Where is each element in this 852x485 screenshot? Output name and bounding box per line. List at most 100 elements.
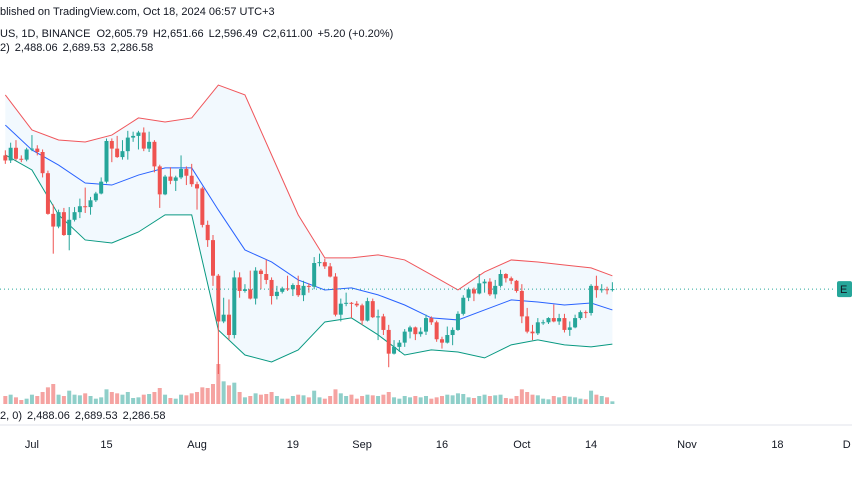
volume-bar: [471, 398, 476, 404]
vol-value: 2,488.06: [27, 410, 70, 422]
candle-body: [498, 274, 503, 286]
volume-bar: [152, 392, 157, 404]
candle-body: [301, 285, 306, 296]
volume-bar: [280, 398, 285, 404]
candle-body: [13, 147, 18, 159]
volume-bar: [525, 392, 530, 404]
candle-body: [333, 276, 338, 315]
volume-bar: [551, 396, 556, 404]
volume-bar: [131, 398, 136, 404]
change: +5.20 (+0.20%): [318, 28, 394, 40]
volume-bar: [147, 394, 152, 404]
x-tick-label: Sep: [352, 439, 372, 451]
candle-body: [530, 331, 535, 334]
candle-body: [514, 280, 519, 291]
band-line: [5, 154, 613, 363]
candle-body: [392, 346, 397, 354]
candle-body: [56, 212, 61, 227]
volume-bar: [125, 392, 130, 404]
volume-bar: [226, 385, 231, 404]
x-tick-label: Oct: [513, 439, 530, 451]
candle-body: [120, 151, 125, 158]
volume-bar: [365, 394, 370, 404]
candle-body: [274, 291, 279, 297]
candle-body: [200, 188, 205, 225]
volume-bar: [29, 394, 34, 404]
volume-bar: [221, 381, 226, 404]
candle-body: [370, 301, 375, 318]
candle-body: [19, 158, 24, 160]
volume-bar: [24, 398, 29, 404]
volume-bar: [141, 394, 146, 404]
band-fill: [5, 85, 613, 362]
volume-bar: [237, 392, 242, 404]
volume-bar: [503, 398, 508, 404]
candle-body: [567, 327, 572, 330]
candle-body: [264, 274, 269, 280]
volume-bar: [306, 397, 311, 404]
candle-body: [562, 318, 567, 330]
volume-bar: [402, 396, 407, 404]
candle-body: [248, 289, 253, 299]
volume-bar: [269, 392, 274, 404]
candle-body: [152, 141, 157, 167]
candle-body: [258, 270, 263, 275]
volume-bar: [248, 396, 253, 404]
volume-bar: [562, 396, 567, 404]
volume-bar: [56, 394, 61, 404]
candle-body: [578, 312, 583, 319]
candle-body: [541, 322, 546, 324]
candle-body: [269, 279, 274, 297]
candle-body: [349, 302, 354, 304]
volume-bar: [184, 395, 189, 404]
candle-body: [173, 177, 178, 181]
x-tick-label: Jul: [25, 439, 39, 451]
volume-bar: [317, 397, 322, 404]
candle-body: [141, 132, 146, 149]
candle-body: [328, 266, 333, 277]
volume-bar: [519, 389, 524, 404]
candle-body: [429, 318, 434, 323]
candle-body: [184, 168, 189, 176]
candle-body: [434, 322, 439, 340]
candle-body: [189, 175, 194, 185]
band-line: [4, 124, 613, 321]
candle-body: [88, 200, 93, 208]
candle-body: [179, 168, 184, 178]
x-tick-label: 18: [771, 439, 783, 451]
candle-body: [280, 288, 285, 292]
volume-bar: [232, 382, 237, 404]
volume-bar: [312, 390, 317, 404]
candle-body: [344, 302, 349, 304]
volume-bar: [445, 394, 450, 404]
volume-bar: [360, 396, 365, 404]
volume-bar: [296, 394, 301, 404]
volume-bar: [8, 394, 13, 404]
volume-bar: [328, 396, 333, 404]
candle-body: [360, 305, 365, 321]
candle-body: [605, 289, 610, 291]
candle-body: [599, 289, 604, 291]
volume-bar: [429, 398, 434, 404]
volume-bar: [51, 384, 56, 404]
volume-bar: [195, 392, 200, 404]
candle-body: [413, 327, 418, 335]
volume-bar: [322, 398, 327, 404]
volume-bar: [45, 387, 50, 404]
candle-body: [51, 213, 56, 227]
volume-bar: [264, 394, 269, 404]
candle-body: [312, 262, 317, 287]
volume-bar: [487, 396, 492, 404]
volume-bar: [557, 397, 562, 404]
ohlc-value: H2,651.66: [153, 28, 204, 40]
candle-body: [232, 277, 237, 336]
volume-bar: [179, 394, 184, 404]
volume-bar: [290, 396, 295, 404]
candle-body: [237, 277, 242, 291]
volume-bar: [35, 396, 40, 404]
volume-bar: [115, 393, 120, 404]
volume-bar: [189, 393, 194, 404]
candle-body: [354, 303, 359, 306]
